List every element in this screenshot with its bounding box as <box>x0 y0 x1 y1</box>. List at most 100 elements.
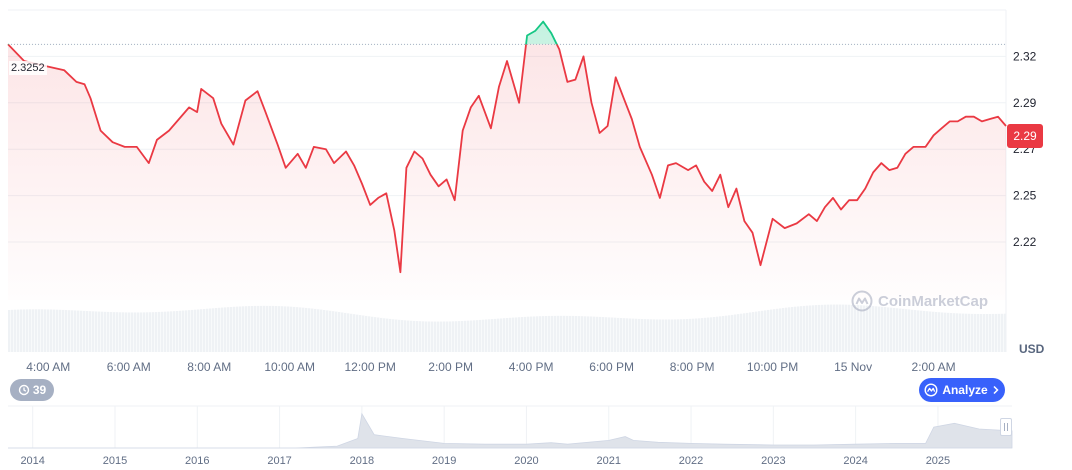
volume-bar <box>77 310 80 352</box>
volume-bar <box>797 306 800 352</box>
volume-bar <box>440 321 443 352</box>
volume-bar <box>326 310 329 352</box>
volume-bar <box>140 312 143 352</box>
x-tick-label: 6:00 PM <box>589 360 634 374</box>
volume-bar <box>428 321 431 352</box>
x-tick-label: 12:00 PM <box>344 360 395 374</box>
volume-bar <box>647 319 650 352</box>
coinmarketcap-logo-icon <box>851 290 873 312</box>
volume-bar <box>245 306 248 352</box>
volume-bar <box>443 321 446 352</box>
volume-bar <box>29 309 32 352</box>
volume-bar <box>635 318 638 352</box>
volume-bar <box>977 313 980 352</box>
volume-bar <box>581 316 584 352</box>
volume-bar <box>134 312 137 352</box>
volume-bar <box>50 309 53 352</box>
volume-bar <box>944 312 947 352</box>
volume-bar <box>482 319 485 352</box>
volume-bar <box>896 308 899 352</box>
volume-bar <box>515 317 518 352</box>
volume-bar <box>956 313 959 352</box>
volume-bar <box>605 317 608 352</box>
volume-bar <box>761 310 764 352</box>
volume-bar <box>305 307 308 352</box>
volume-bar <box>185 310 188 352</box>
price-line-down <box>7 44 1007 274</box>
history-badge[interactable]: 39 <box>10 379 54 401</box>
volume-bar <box>560 315 563 352</box>
volume-bar <box>383 318 386 352</box>
volume-bar <box>95 311 98 352</box>
brush-year-label: 2022 <box>679 455 703 467</box>
volume-bar <box>848 304 851 352</box>
volume-bar <box>122 312 125 352</box>
analyze-button[interactable]: Analyze <box>919 378 1005 402</box>
x-tick-label: 8:00 PM <box>670 360 715 374</box>
volume-bar <box>377 317 380 352</box>
volume-bar <box>704 317 707 352</box>
volume-bar <box>875 306 878 352</box>
chevron-right-icon <box>993 385 999 395</box>
volume-bar <box>947 312 950 352</box>
volume-bar <box>887 307 890 352</box>
volume-bar <box>404 320 407 352</box>
volume-bar <box>902 308 905 352</box>
volume-bar <box>827 304 830 352</box>
volume-bar <box>737 314 740 352</box>
brush-handle[interactable] <box>1000 418 1012 436</box>
volume-bar <box>974 313 977 352</box>
brush-year-label: 2021 <box>597 455 621 467</box>
volume-bar <box>767 309 770 352</box>
volume-bar <box>161 311 164 352</box>
volume-bar <box>164 311 167 352</box>
currency-unit-label: USD <box>1019 342 1045 356</box>
volume-bar <box>254 305 257 352</box>
volume-bar <box>83 310 86 352</box>
volume-bar <box>431 321 434 352</box>
volume-bar <box>467 320 470 352</box>
current-price-tag: 2.29 <box>1007 124 1043 148</box>
volume-bar <box>794 306 797 352</box>
volume-bar <box>623 318 626 352</box>
volume-bar <box>506 318 509 352</box>
volume-bar <box>854 304 857 352</box>
price-area <box>8 21 1006 300</box>
volume-bar <box>911 309 914 352</box>
volume-bar <box>236 306 239 352</box>
volume-bar <box>167 311 170 352</box>
volume-bar <box>461 320 464 352</box>
volume-bar <box>584 316 587 352</box>
volume-bar <box>629 318 632 352</box>
volume-bar <box>266 305 269 352</box>
volume-bar <box>545 316 548 352</box>
volume-bar <box>35 309 38 352</box>
volume-bar <box>812 305 815 352</box>
volume-bar <box>32 309 35 352</box>
reference-price-label: 2.3252 <box>9 61 47 75</box>
volume-bar <box>425 321 428 352</box>
volume-bar <box>137 312 140 352</box>
x-tick-label: 4:00 AM <box>26 360 70 374</box>
volume-bar <box>407 320 410 352</box>
volume-bar <box>659 319 662 352</box>
volume-bar <box>821 304 824 352</box>
volume-bar <box>920 310 923 352</box>
volume-bar <box>764 310 767 352</box>
volume-bar <box>38 309 41 352</box>
volume-bar <box>923 310 926 352</box>
volume-bar <box>518 317 521 352</box>
volume-bar <box>752 312 755 352</box>
volume-bar <box>146 312 149 352</box>
volume-bar <box>155 312 158 352</box>
volume-bar <box>674 319 677 352</box>
range-brush[interactable]: 2014 2015 2016 2017 2018 2019 2020 2021 2022 2023… <box>8 405 1013 467</box>
volume-bar <box>536 316 539 352</box>
volume-bar <box>47 309 50 352</box>
volume-bar <box>833 304 836 352</box>
volume-bar <box>926 311 929 352</box>
watermark-text: CoinMarketCap <box>878 292 989 310</box>
volume-bar <box>392 319 395 352</box>
